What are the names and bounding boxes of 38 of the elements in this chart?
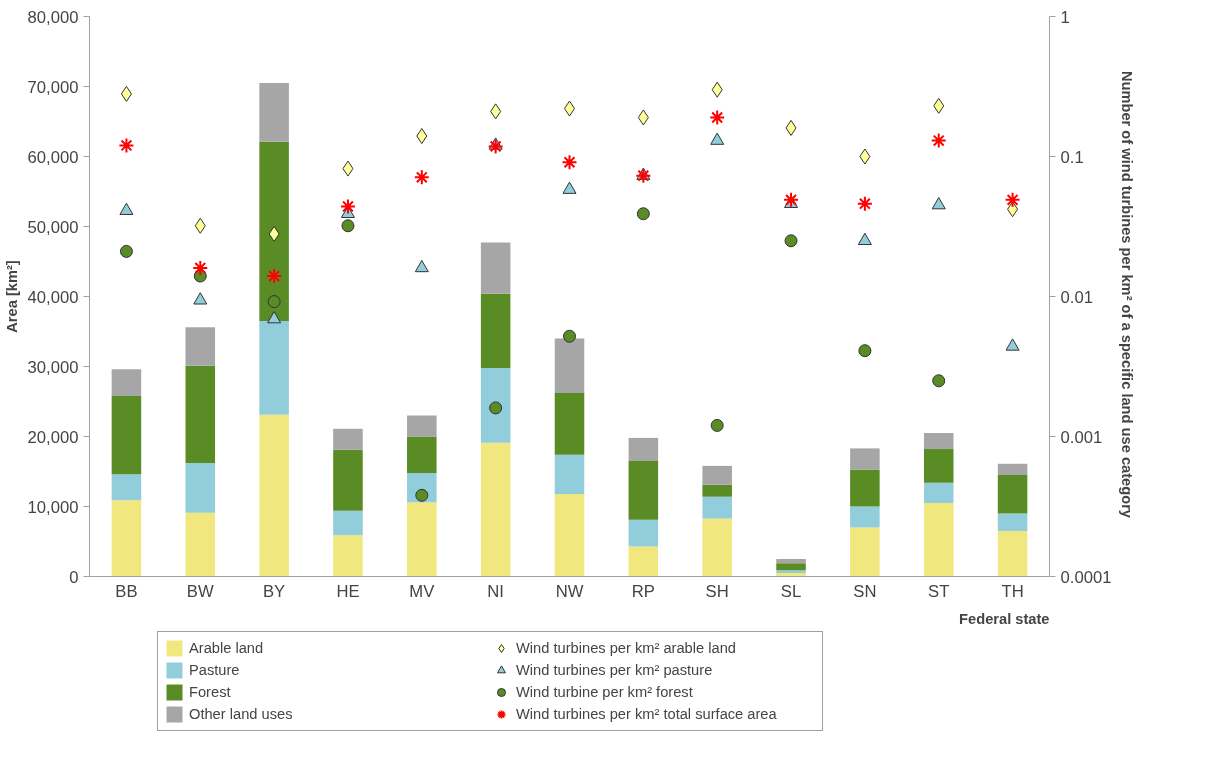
y2-tick-label: 1 [1060, 7, 1070, 27]
legend-label: Wind turbines per km² arable land [516, 639, 737, 658]
legend-label: Other land uses [189, 705, 294, 724]
x-tick-label: BW [186, 581, 214, 601]
y-tick-label: 20,000 [27, 427, 79, 447]
x-tick-label: BB [115, 581, 138, 601]
x-tick-label: HE [336, 581, 360, 601]
x-axis-title: Federal state [959, 610, 1050, 627]
legend-label: Wind turbines per km² total surface area [516, 705, 778, 724]
y-tick-label: 30,000 [27, 357, 79, 377]
y-axis-title: Area [km²] [3, 260, 20, 333]
x-tick-label: NI [487, 581, 504, 601]
x-tick-label: TH [1001, 581, 1024, 601]
x-tick-label: BY [263, 581, 286, 601]
x-tick-label: SL [780, 581, 802, 601]
y2-axis-title: Number of wind turbines per km² of a specific land use category [1119, 70, 1136, 519]
y2-tick-label: 0.0001 [1060, 567, 1112, 587]
y2-tick-label: 0.001 [1060, 427, 1103, 447]
y2-tick-label: 0.1 [1060, 147, 1084, 167]
legend-label: Arable land [189, 639, 265, 658]
y-tick-label: 50,000 [27, 217, 79, 237]
y-tick-label: 0 [69, 567, 79, 587]
x-tick-label: RP [631, 581, 655, 601]
legend-label: Wind turbine per km² forest [516, 683, 694, 702]
legend-label: Pasture [189, 661, 241, 680]
x-tick-label: SH [705, 581, 729, 601]
y2-tick-label: 0.01 [1060, 287, 1093, 307]
x-tick-label: SN [853, 581, 877, 601]
y-tick-label: 40,000 [27, 287, 79, 307]
legend-label: Forest [189, 683, 232, 702]
x-tick-label: ST [928, 581, 950, 601]
y-tick-label: 80,000 [27, 7, 79, 27]
y-tick-label: 60,000 [27, 147, 79, 167]
x-tick-label: MV [409, 581, 436, 601]
y-tick-label: 70,000 [27, 77, 79, 97]
legend-label: Wind turbines per km² pasture [516, 661, 714, 680]
y-tick-label: 10,000 [27, 497, 79, 517]
x-tick-label: NW [555, 581, 584, 601]
